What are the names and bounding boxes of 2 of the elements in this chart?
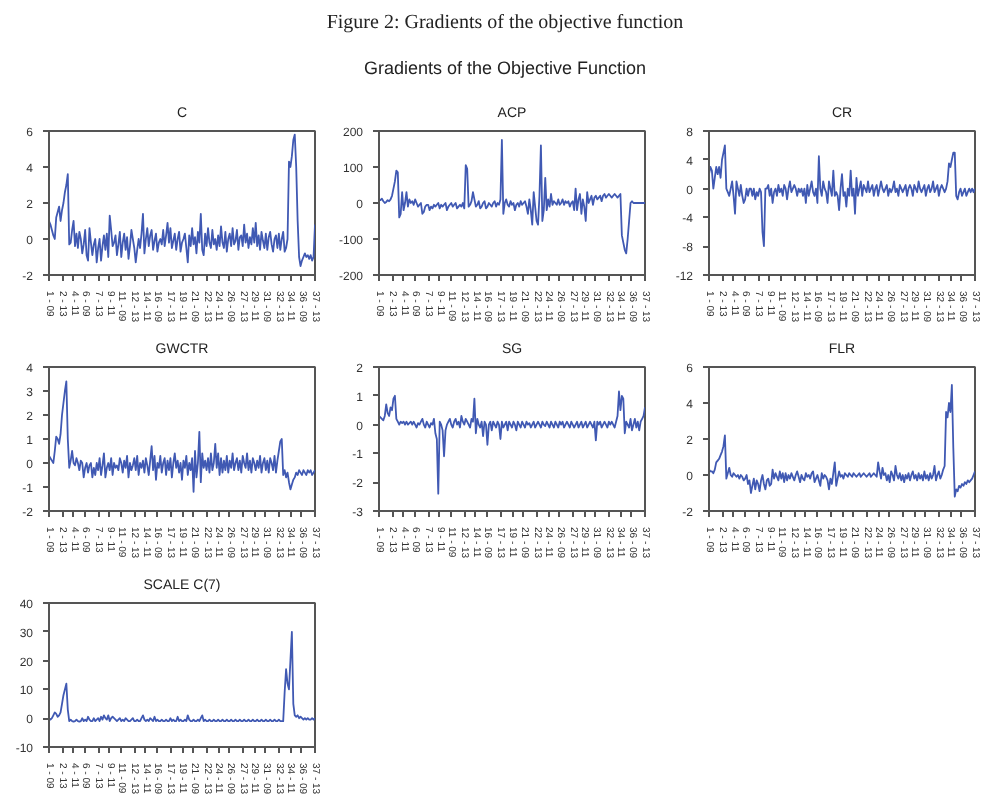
caption: Figure 2: Gradients of the objective function bbox=[326, 10, 684, 38]
text: Gradients of the Objective Function bbox=[363, 56, 647, 82]
